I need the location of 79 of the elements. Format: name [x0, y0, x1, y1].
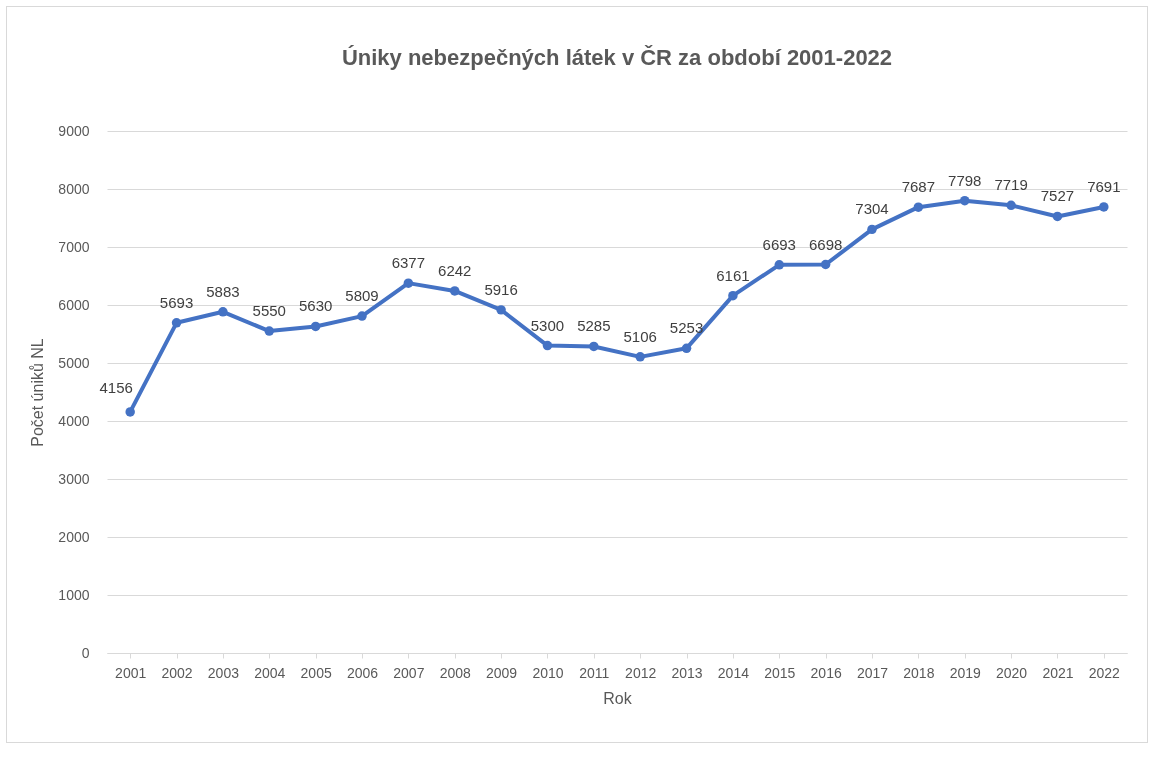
point: [496, 305, 506, 315]
y-tick-label: 6000: [58, 296, 90, 313]
data-label: 7687: [901, 178, 936, 196]
data-label: 5106: [623, 327, 657, 345]
data-label: 5550: [252, 302, 286, 320]
point: [218, 307, 228, 317]
data-label: 5285: [577, 317, 611, 335]
y-tick-label: 5000: [58, 354, 90, 371]
x-tick-label: 2001: [115, 664, 147, 681]
x-tick-label: 2012: [625, 664, 657, 681]
point: [1099, 202, 1109, 212]
point: [403, 278, 414, 288]
data-label: 7691: [1087, 177, 1121, 195]
point: [820, 259, 831, 270]
x-tick-label: 2015: [764, 664, 796, 681]
x-tick-label: 2002: [161, 664, 193, 681]
point: [589, 341, 599, 352]
point: [913, 202, 924, 212]
data-label: 5883: [206, 282, 240, 300]
x-tick-label: 2014: [717, 664, 750, 681]
point: [774, 260, 785, 270]
x-tick-label: 2008: [439, 664, 472, 681]
point: [171, 318, 182, 328]
x-tick-label: 2016: [810, 664, 842, 681]
x-tick-label: 2010: [532, 664, 564, 681]
point: [1006, 200, 1016, 211]
data-label: 4156: [99, 378, 133, 396]
y-tick-label: 7000: [58, 238, 90, 255]
point: [728, 290, 738, 301]
data-label: 6377: [391, 254, 426, 272]
y-tick-label: 0: [81, 644, 90, 661]
data-label: 7527: [1040, 187, 1075, 205]
point: [867, 224, 877, 235]
x-tick-label: 2017: [856, 664, 889, 681]
y-axis-title: Počet úniků NL: [29, 338, 47, 447]
data-label: 5693: [159, 293, 194, 311]
data-label: 7798: [948, 171, 982, 189]
data-label: 5916: [484, 280, 518, 298]
x-tick-label: 2018: [903, 664, 935, 681]
x-tick-label: 2005: [300, 664, 332, 681]
x-tick-label: 2003: [207, 664, 240, 681]
y-tick-label: 4000: [58, 412, 90, 429]
chart-title: Úniky nebezpečných látek v ČR za období 2001-2022: [341, 45, 893, 70]
data-label: 7304: [855, 200, 889, 218]
point: [449, 286, 460, 296]
data-label: 5809: [345, 287, 379, 305]
data-label: 5300: [530, 316, 565, 334]
y-tick-label: 2000: [58, 528, 90, 545]
point: [310, 321, 321, 332]
x-tick-label: 2011: [579, 664, 610, 681]
x-tick-label: 2007: [393, 664, 425, 681]
point: [681, 343, 692, 354]
point: [635, 352, 645, 362]
y-tick-label: 8000: [58, 180, 90, 197]
point: [125, 407, 135, 417]
y-tick-label: 3000: [58, 470, 90, 487]
y-tick-label: 9000: [58, 122, 90, 139]
y-tick-label: 1000: [58, 586, 90, 603]
data-label: 6161: [716, 266, 750, 284]
x-tick-label: 2006: [346, 664, 379, 681]
point: [357, 311, 367, 321]
x-tick-label: 2019: [949, 664, 982, 681]
point: [959, 195, 970, 206]
x-tick-label: 2022: [1088, 664, 1121, 681]
point: [264, 326, 275, 336]
point: [542, 340, 553, 351]
x-tick-label: 2009: [486, 664, 518, 681]
x-tick-label: 2021: [1042, 664, 1074, 681]
point: [1052, 211, 1063, 222]
x-axis-title: Rok: [603, 689, 633, 707]
data-label: 5253: [669, 319, 704, 337]
data-label: 6698: [808, 235, 843, 253]
x-tick-label: 2020: [996, 664, 1028, 681]
data-label: 6693: [762, 235, 796, 253]
data-label: 6242: [438, 261, 472, 279]
data-label: 5630: [298, 297, 333, 315]
x-tick-label: 2013: [671, 664, 703, 681]
data-label: 7719: [994, 176, 1028, 194]
x-tick-label: 2004: [254, 664, 286, 681]
